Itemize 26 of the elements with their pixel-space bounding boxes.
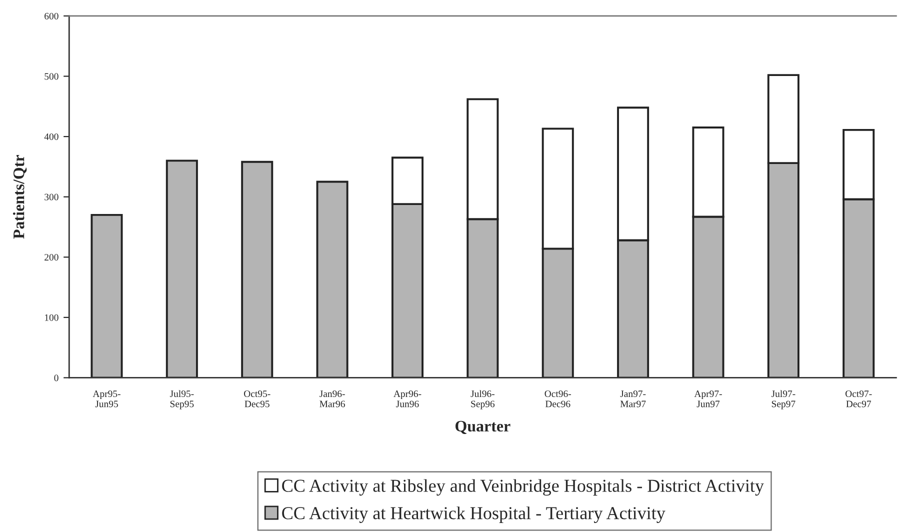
y-tick-label: 0 <box>54 374 58 382</box>
x-tick-label: Oct95- Dec95 <box>244 390 270 408</box>
x-tick-label: Apr95- Jun95 <box>92 390 120 408</box>
y-tick-label: 300 <box>44 194 58 200</box>
x-tick-label: Apr97- Jun97 <box>694 390 722 408</box>
x-tick-label: Oct97- Dec97 <box>846 390 872 408</box>
y-axis-title: Patients/Qtr <box>12 155 27 239</box>
y-tick-label: 100 <box>45 314 58 321</box>
x-axis-title: Quarter <box>456 420 510 434</box>
x-tick-label: Jan96- Mar96 <box>320 390 345 408</box>
bar <box>166 160 198 378</box>
bar <box>90 214 123 378</box>
bar <box>241 160 274 378</box>
y-tick-label: 400 <box>44 133 58 140</box>
y-tick-label: 500 <box>44 73 58 80</box>
x-tick-label: Oct96- Dec96 <box>544 390 572 408</box>
x-tick-label: Jul97- Sep97 <box>771 390 796 410</box>
bar <box>316 180 348 378</box>
legend-label: CC Activity at Ribsley and Veinbridge Hospitals - District Activity <box>282 479 764 496</box>
x-tick-label: Jul96- Sep96 <box>470 390 495 410</box>
x-tick-label: Apr96- Jun96 <box>394 390 422 408</box>
x-tick-label: Jul95- Sep95 <box>170 390 194 410</box>
y-tick-label: 200 <box>44 254 58 261</box>
x-tick-label: Jan97- Mar97 <box>620 390 646 408</box>
legend-label: CC Activity at Heartwick Hospital - Tertiary Activity <box>282 506 666 523</box>
y-tick-label: 600 <box>44 12 58 20</box>
